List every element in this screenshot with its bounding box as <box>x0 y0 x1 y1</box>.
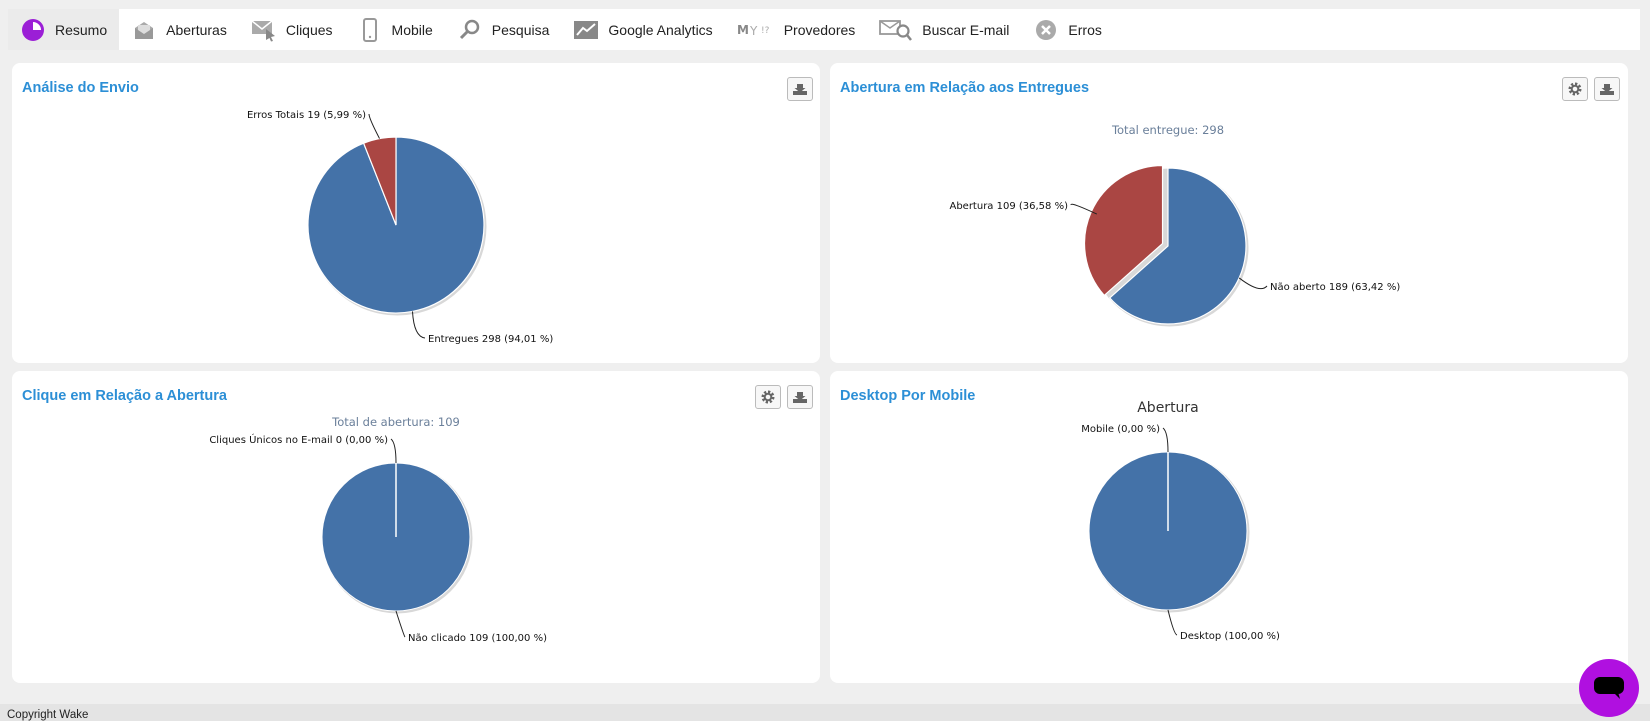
tab-label: Buscar E-mail <box>922 21 1010 38</box>
chat-button[interactable] <box>1579 659 1639 717</box>
pie-slice-label: Entregues 298 (94,01 %) <box>428 334 553 345</box>
pie-slice-label: Abertura 109 (36,58 %) <box>949 201 1068 212</box>
settings-button[interactable] <box>755 385 781 409</box>
gear-icon <box>1568 82 1582 96</box>
pie-label-connector <box>390 438 397 464</box>
panel-title: Análise do Envio <box>22 80 139 96</box>
chart-title: Abertura <box>1137 400 1199 416</box>
tab-label: Resumo <box>55 21 108 38</box>
tab-label: Provedores <box>783 21 856 38</box>
panel-abertura-entregues: Abertura em Relação aos Entregues Total … <box>830 63 1628 363</box>
pie-label-connector <box>411 311 426 339</box>
tab-buscar-email[interactable]: Buscar E-mail <box>867 9 1021 50</box>
pie-label-connector <box>1162 427 1169 453</box>
open-envelope-icon <box>131 17 157 43</box>
tab-pesquisa[interactable]: Pesquisa <box>445 9 562 50</box>
tab-google-analytics[interactable]: Google Analytics <box>561 9 724 50</box>
pie-chart-envio: Entregues 298 (94,01 %) Erros Totais 19 (… <box>247 110 553 345</box>
chart-title: Total entregue: 298 <box>1111 123 1224 137</box>
chart-title: Total de abertura: 109 <box>331 415 460 429</box>
download-button[interactable] <box>1594 77 1620 101</box>
pie-chart-desktop-mobile: Abertura Desktop (100,00 %) Mobile (0,00 %… <box>1081 400 1280 642</box>
pie-slice[interactable] <box>1108 167 1247 325</box>
pie-slice-label: Não clicado 109 (100,00 %) <box>408 633 547 644</box>
gear-icon <box>761 390 775 404</box>
download-button[interactable] <box>787 77 813 101</box>
tab-provedores[interactable]: M Y!? Provedores <box>725 9 868 50</box>
pie-chart-icon <box>20 17 46 43</box>
pie-slice[interactable] <box>362 136 397 226</box>
mobile-phone-icon <box>357 17 383 43</box>
svg-text:M: M <box>737 23 749 37</box>
envelope-search-icon <box>879 17 913 43</box>
pie-slice-label: Cliques Únicos no E-mail 0 (0,00 %) <box>209 433 388 446</box>
tab-label: Google Analytics <box>608 21 713 38</box>
panel-title: Clique em Relação a Abertura <box>22 388 227 404</box>
tab-cliques[interactable]: Cliques <box>239 9 345 50</box>
chat-icon <box>1594 677 1624 699</box>
envelope-cursor-icon <box>251 17 277 43</box>
download-icon <box>1600 84 1614 95</box>
panel-title: Desktop Por Mobile <box>840 388 976 404</box>
tab-label: Cliques <box>285 21 333 38</box>
tab-aberturas[interactable]: Aberturas <box>119 9 239 50</box>
panel-clique-abertura: Clique em Relação a Abertura Total de ab… <box>12 371 820 683</box>
error-x-icon <box>1033 17 1059 43</box>
pie-label-connector <box>395 610 406 638</box>
panel-analise-envio: Análise do Envio Entregues 298 (94,01 %)… <box>12 63 820 363</box>
pie-slice-label: Mobile (0,00 %) <box>1081 424 1160 435</box>
report-tab-bar: Resumo Aberturas Cliques Mobile Pesquisa… <box>8 9 1640 50</box>
tab-label: Mobile <box>391 21 433 38</box>
pie-label-connector <box>368 113 380 139</box>
panel-desktop-mobile: Desktop Por Mobile Abertura Desktop (100,… <box>830 371 1628 683</box>
footer-copyright: Copyright Wake <box>0 704 1650 721</box>
providers-logo-icon: M Y!? <box>737 17 775 43</box>
tab-resumo[interactable]: Resumo <box>8 9 120 50</box>
settings-button[interactable] <box>1562 77 1588 101</box>
search-icon <box>457 17 483 43</box>
pie-label-connector <box>1070 203 1098 215</box>
svg-text:!?: !? <box>761 26 770 36</box>
tab-label: Aberturas <box>166 21 227 38</box>
pie-chart-clique: Total de abertura: 109 Não clicado 109 (1… <box>209 415 547 644</box>
panel-title: Abertura em Relação aos Entregues <box>840 80 1090 96</box>
download-icon <box>793 392 807 403</box>
tab-label: Erros <box>1068 21 1102 38</box>
pie-label-connector <box>1167 609 1178 636</box>
tab-erros[interactable]: Erros <box>1021 9 1113 50</box>
pie-label-connector <box>1238 277 1268 290</box>
pie-chart-entregues: Total entregue: 298 Não aberto 189 (63,42… <box>949 123 1400 327</box>
tab-mobile[interactable]: Mobile <box>345 9 445 50</box>
tab-label: Pesquisa <box>491 21 550 38</box>
download-icon <box>793 84 807 95</box>
svg-text:Y: Y <box>749 24 758 38</box>
trend-chart-icon <box>573 17 599 43</box>
pie-slice-label: Desktop (100,00 %) <box>1180 631 1280 642</box>
download-button[interactable] <box>787 385 813 409</box>
pie-slice-label: Erros Totais 19 (5,99 %) <box>247 110 366 121</box>
pie-slice-label: Não aberto 189 (63,42 %) <box>1270 282 1400 293</box>
